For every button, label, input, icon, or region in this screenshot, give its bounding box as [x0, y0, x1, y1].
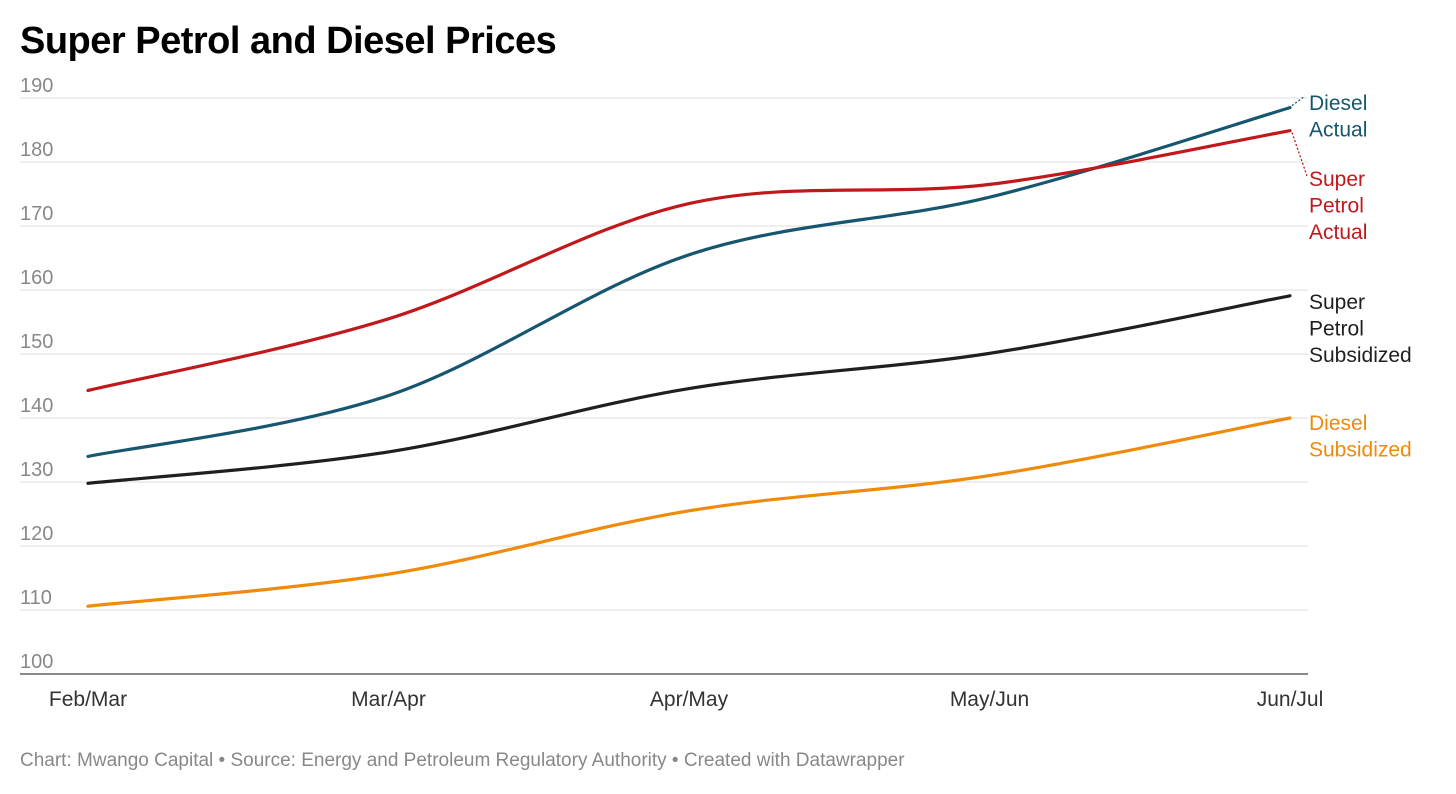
x-tick-label: May/Jun: [950, 688, 1029, 711]
series-label-line: Diesel: [1309, 412, 1367, 435]
chart-title: Super Petrol and Diesel Prices: [20, 20, 557, 62]
y-tick-label: 180: [20, 139, 53, 161]
series-line-super-petrol-actual: [86, 129, 1292, 393]
series-line-super-petrol-subsidized: [86, 294, 1292, 485]
x-axis: Feb/Mar Mar/Apr Apr/May May/Jun Jun/Jul: [49, 688, 1323, 711]
y-tick-label: 150: [20, 331, 53, 353]
y-tick-label: 130: [20, 459, 53, 481]
chart-footer: Chart: Mwango Capital • Source: Energy a…: [20, 750, 905, 771]
x-tick-label: Apr/May: [650, 688, 729, 711]
label-connector: [1291, 132, 1308, 177]
series-label-diesel-actual: Diesel Actual: [1309, 92, 1367, 142]
label-connector: [1291, 95, 1306, 107]
y-tick-label: 190: [20, 75, 53, 97]
series-line-diesel-subsidized: [86, 416, 1292, 608]
y-tick-label: 120: [20, 523, 53, 545]
y-axis: 100 110 120 130 140 150 160 170 180 190: [20, 75, 53, 673]
y-tick-label: 170: [20, 203, 53, 225]
series-label-line: Super: [1309, 168, 1365, 191]
y-tick-label: 100: [20, 651, 53, 673]
series-label-diesel-subsidized: Diesel Subsidized: [1309, 412, 1412, 462]
series-label-line: Petrol: [1309, 318, 1364, 341]
x-tick-label: Mar/Apr: [351, 688, 426, 711]
series-label-super-petrol-actual: Super Petrol Actual: [1309, 168, 1367, 244]
series-label-super-petrol-subsidized: Super Petrol Subsidized: [1309, 291, 1412, 367]
series-lines: [86, 106, 1292, 608]
series-label-line: Subsidized: [1309, 344, 1412, 367]
series-label-line: Diesel: [1309, 92, 1367, 115]
series-label-line: Actual: [1309, 119, 1367, 142]
series-line-diesel-actual: [86, 106, 1292, 458]
x-tick-label: Jun/Jul: [1257, 688, 1324, 711]
y-tick-label: 160: [20, 267, 53, 289]
y-tick-label: 110: [20, 587, 52, 609]
series-labels: Diesel Actual Super Petrol Actual Super Petrol…: [1291, 92, 1412, 462]
series-label-line: Super: [1309, 291, 1365, 314]
y-tick-label: 140: [20, 395, 53, 417]
x-tick-label: Feb/Mar: [49, 688, 127, 711]
series-label-line: Subsidized: [1309, 439, 1412, 462]
series-label-line: Petrol: [1309, 195, 1364, 218]
gridlines: [20, 97, 1308, 675]
series-label-line: Actual: [1309, 221, 1367, 244]
